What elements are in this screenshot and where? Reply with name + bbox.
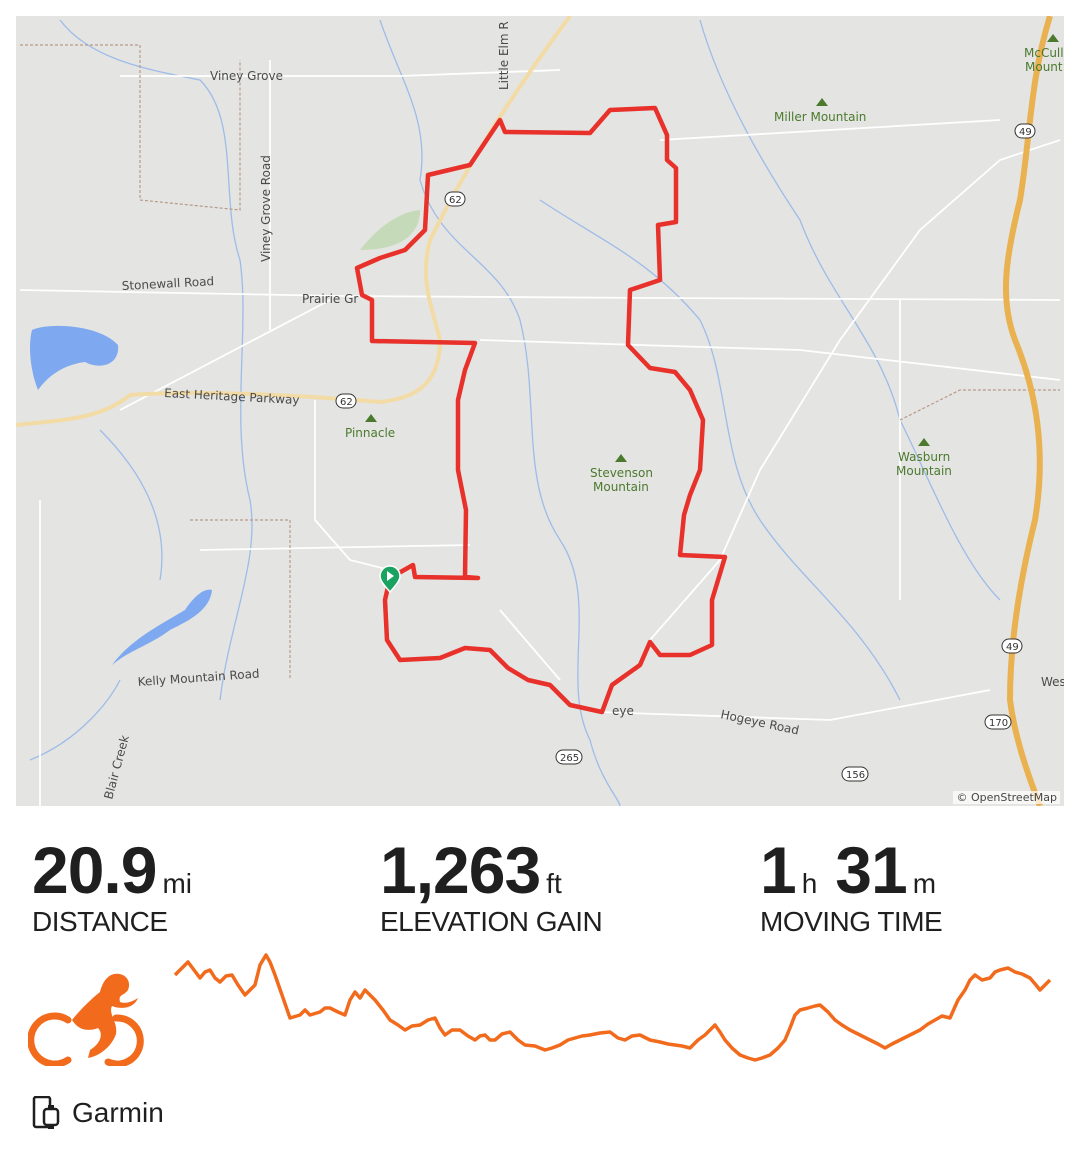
distance-label: DISTANCE xyxy=(32,906,168,937)
hours-value: 1 xyxy=(760,833,797,907)
distance-value: 20.9 xyxy=(32,833,157,907)
peak-icon xyxy=(816,98,828,106)
map-label: Prairie Gr xyxy=(302,292,358,306)
map-label: Miller Mountain xyxy=(774,110,866,124)
route-map[interactable]: Viney Grove Viney Grove Road Little Elm … xyxy=(16,16,1064,806)
lake xyxy=(112,589,212,665)
activity-route xyxy=(354,105,728,715)
moving-time-label: MOVING TIME xyxy=(760,906,943,937)
route-shield: 62 xyxy=(340,397,353,408)
map-label: Blair Creek xyxy=(101,734,132,801)
minutes-unit: m xyxy=(912,868,937,899)
minutes-value: 31 xyxy=(835,833,907,907)
elevation-profile xyxy=(173,953,1052,1062)
route-shields: 62 62 49 49 170 265 156 xyxy=(335,123,1036,782)
peak-icon xyxy=(365,414,377,422)
route-shield: 49 xyxy=(1019,127,1032,138)
device-source: Garmin xyxy=(32,1096,164,1130)
hours-unit: h xyxy=(801,868,818,899)
highway-62 xyxy=(16,16,572,427)
elevation-unit: ft xyxy=(546,868,562,899)
highway-49 xyxy=(1002,16,1053,806)
route-shield: 156 xyxy=(846,770,865,781)
map-label: Hogeye Road xyxy=(719,707,800,737)
map-label: Mountain xyxy=(593,480,649,494)
map-canvas: Viney Grove Viney Grove Road Little Elm … xyxy=(16,16,1064,806)
map-label: Pinnacle xyxy=(345,426,395,440)
distance-unit: mi xyxy=(162,868,193,899)
route-shield: 265 xyxy=(560,753,579,764)
map-label: Viney Grove xyxy=(210,69,283,83)
map-label: Kelly Mountain Road xyxy=(137,667,260,689)
peak-icon xyxy=(1047,34,1059,42)
stat-moving-time: 1 h 31 m MOVING TIME xyxy=(760,832,943,938)
lake xyxy=(30,325,119,390)
route-shield: 62 xyxy=(449,195,462,206)
map-label: McCull xyxy=(1024,46,1064,60)
route-shield: 170 xyxy=(989,718,1008,729)
peak-icon xyxy=(918,438,930,446)
device-icon xyxy=(32,1096,60,1129)
peak-icon xyxy=(615,454,627,462)
map-label: Stonewall Road xyxy=(121,274,214,293)
map-label: Mount xyxy=(1025,60,1063,74)
map-label: East Heritage Parkway xyxy=(164,386,300,407)
map-label: Mountain xyxy=(896,464,952,478)
map-label: eye xyxy=(612,704,634,718)
elevation-line xyxy=(173,953,1052,1062)
stat-elevation-gain: 1,263 ft ELEVATION GAIN xyxy=(380,832,603,938)
elevation-value: 1,263 xyxy=(380,833,541,907)
map-label: Viney Grove Road xyxy=(259,155,273,262)
map-label: Wasburn xyxy=(898,450,950,464)
elevation-label: ELEVATION GAIN xyxy=(380,906,603,937)
map-label: Wes xyxy=(1041,675,1064,689)
start-marker-icon[interactable] xyxy=(379,565,401,594)
map-label: Stevenson xyxy=(590,466,653,480)
device-name: Garmin xyxy=(72,1097,164,1128)
map-attribution[interactable]: © OpenStreetMap xyxy=(953,791,1060,804)
route-shield: 49 xyxy=(1006,642,1019,653)
stat-distance: 20.9 mi DISTANCE xyxy=(32,832,192,938)
map-label: Little Elm R xyxy=(497,21,511,90)
cycling-icon xyxy=(28,973,144,1066)
